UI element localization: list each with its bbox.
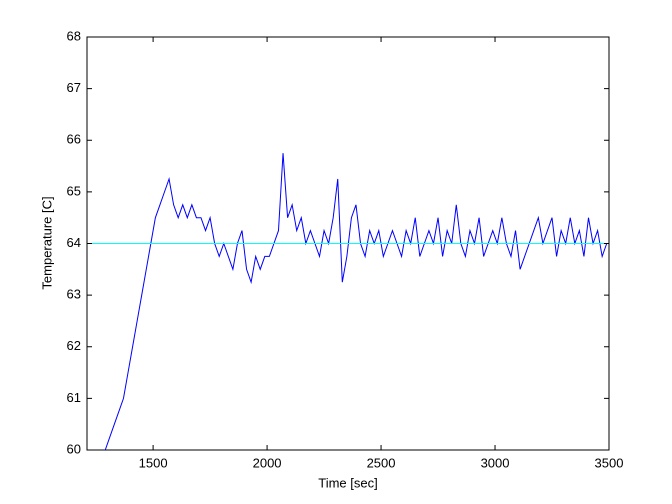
y-axis-label: Temperature [C] [39, 196, 54, 289]
y-tick-label: 63 [67, 287, 81, 302]
y-tick-label: 65 [67, 183, 81, 198]
x-tick-label: 1500 [139, 455, 168, 470]
x-tick-label: 2000 [253, 455, 282, 470]
x-tick-label: 2500 [367, 455, 396, 470]
x-tick-label: 3000 [481, 455, 510, 470]
y-tick-label: 62 [67, 338, 81, 353]
y-tick-label: 64 [67, 235, 81, 250]
y-tick-label: 61 [67, 390, 81, 405]
series-line [104, 153, 608, 450]
x-tick-label: 3500 [595, 455, 624, 470]
y-tick-label: 60 [67, 441, 81, 456]
y-tick-label: 67 [67, 80, 81, 95]
data-layer [87, 153, 609, 450]
y-tick-label: 68 [67, 28, 81, 43]
y-tick-label: 66 [67, 132, 81, 147]
x-axis-label: Time [sec] [318, 475, 377, 490]
